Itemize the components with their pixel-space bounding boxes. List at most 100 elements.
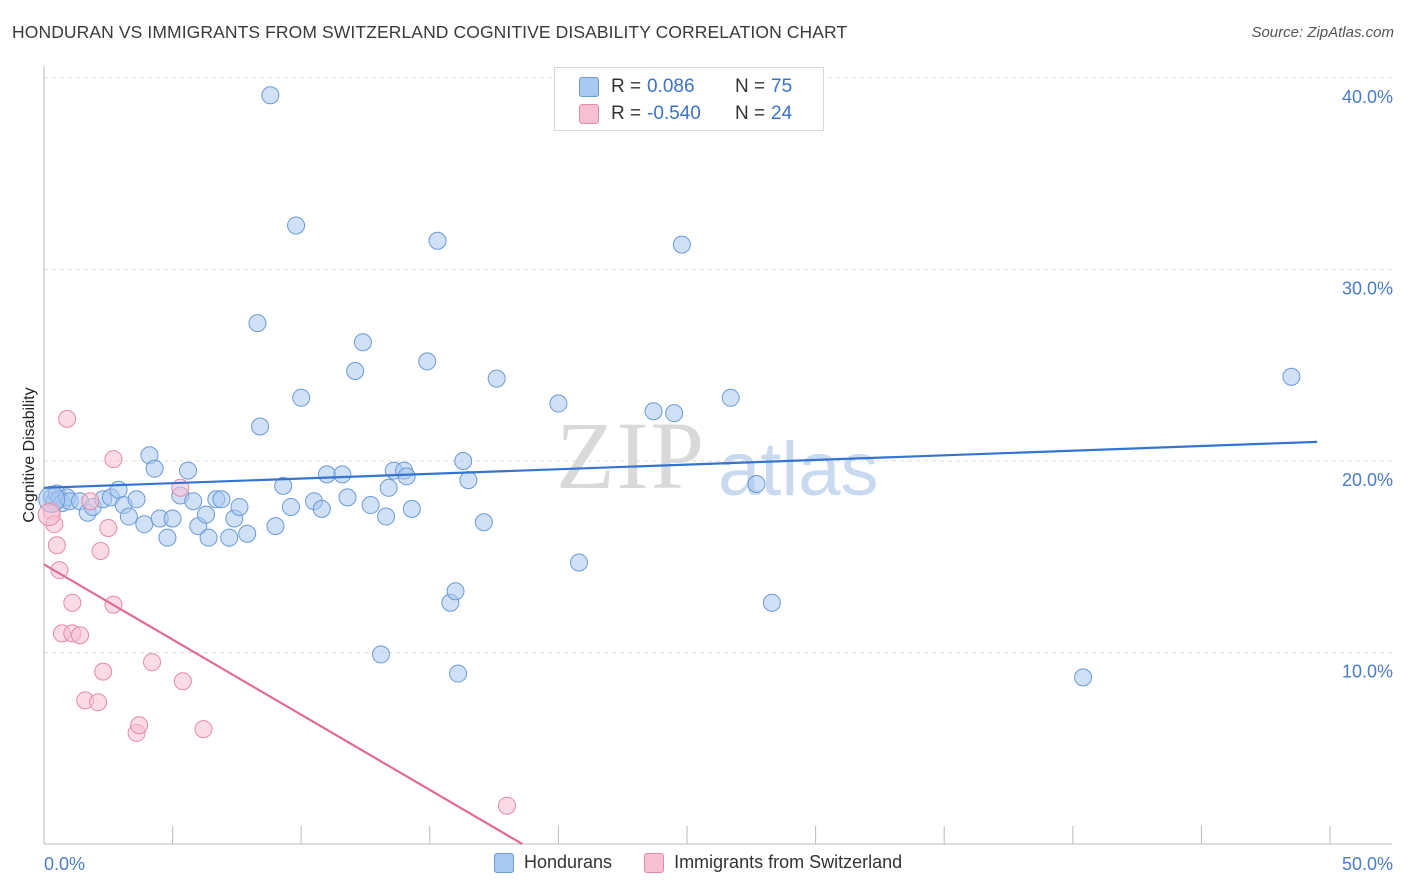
point-hondurans xyxy=(371,645,390,664)
point-hondurans xyxy=(1282,367,1301,386)
point-hondurans xyxy=(474,513,493,532)
legend-n-label: N = xyxy=(735,103,766,124)
legend-row-hondurans: R = 0.086 N = 75 xyxy=(579,74,792,100)
tick-labels: 10.0% 20.0% 30.0% 40.0% 0.0% 50.0% xyxy=(44,87,1393,874)
point-hondurans xyxy=(379,478,398,497)
point-hondurans xyxy=(346,361,365,380)
point-hondurans xyxy=(163,509,182,528)
point-switzerland xyxy=(99,519,118,538)
point-switzerland xyxy=(143,653,162,672)
point-hondurans xyxy=(418,352,437,371)
point-hondurans xyxy=(487,369,506,388)
trendline-hondurans xyxy=(43,440,1318,489)
y-tick-label: 10.0% xyxy=(1342,662,1393,682)
x-tick-label-max: 50.0% xyxy=(1342,854,1393,874)
point-switzerland xyxy=(71,626,90,645)
point-hondurans xyxy=(446,582,465,601)
axes xyxy=(43,66,1392,845)
point-switzerland xyxy=(173,672,192,691)
point-switzerland xyxy=(497,796,516,815)
watermark-atlas: atlas xyxy=(718,427,879,512)
trendline-switzerland xyxy=(43,563,523,845)
point-hondurans xyxy=(281,497,300,516)
point-hondurans xyxy=(428,231,447,250)
point-switzerland xyxy=(37,503,61,527)
legend-swatch-switzerland xyxy=(579,104,599,124)
point-switzerland xyxy=(58,409,77,428)
series-legend-hondurans[interactable]: Hondurans xyxy=(494,852,612,873)
point-hondurans xyxy=(333,465,352,484)
legend-n-value: 24 xyxy=(771,103,793,124)
y-tick-label: 20.0% xyxy=(1342,470,1393,490)
legend-r-label: R = xyxy=(611,103,642,124)
point-hondurans xyxy=(135,515,154,534)
point-hondurans xyxy=(459,471,478,490)
point-hondurans xyxy=(197,505,216,524)
source-label: Source: ZipAtlas.com xyxy=(1251,24,1394,41)
point-hondurans xyxy=(762,593,781,612)
chart-title: HONDURAN VS IMMIGRANTS FROM SWITZERLAND … xyxy=(12,22,848,42)
y-tick-label: 40.0% xyxy=(1342,87,1393,107)
point-hondurans xyxy=(220,528,239,547)
y-axis-label: Cognitive Disability xyxy=(21,387,38,522)
point-switzerland xyxy=(194,720,213,739)
point-hondurans xyxy=(230,497,249,516)
legend-r-value: 0.086 xyxy=(647,76,695,97)
point-hondurans xyxy=(145,459,164,478)
series-legend: Hondurans Immigrants from Switzerland xyxy=(494,852,934,873)
point-hondurans xyxy=(127,490,146,509)
point-switzerland xyxy=(130,716,149,735)
point-hondurans xyxy=(454,452,473,470)
point-hondurans xyxy=(361,496,380,515)
point-hondurans xyxy=(377,507,396,526)
legend-n-label: N = xyxy=(735,76,766,97)
series-swatch-switzerland xyxy=(644,852,665,873)
point-hondurans xyxy=(402,499,421,518)
point-hondurans xyxy=(721,388,740,407)
point-hondurans xyxy=(312,499,331,518)
point-hondurans xyxy=(287,216,306,235)
point-hondurans xyxy=(238,524,257,543)
point-hondurans xyxy=(644,402,663,421)
grid-lines xyxy=(44,77,1392,653)
point-hondurans xyxy=(1074,668,1093,687)
point-hondurans xyxy=(292,388,311,407)
point-hondurans xyxy=(199,528,218,547)
legend-swatch-hondurans xyxy=(579,77,599,97)
point-switzerland xyxy=(89,693,108,712)
point-hondurans xyxy=(672,235,691,254)
point-hondurans xyxy=(184,492,203,511)
point-hondurans xyxy=(449,664,468,683)
point-hondurans xyxy=(338,488,357,507)
point-hondurans xyxy=(248,314,267,333)
point-hondurans xyxy=(665,404,684,423)
point-switzerland xyxy=(94,662,113,681)
x-tick-label-min: 0.0% xyxy=(44,854,85,874)
point-switzerland xyxy=(63,593,82,612)
point-hondurans xyxy=(397,467,416,486)
point-hondurans xyxy=(747,474,766,493)
series-label-switzerland: Immigrants from Switzerland xyxy=(674,852,903,872)
series-swatch-hondurans xyxy=(494,852,514,873)
stats-legend: R = 0.086 N = 75 R = -0.540 N = 24 xyxy=(554,67,824,131)
point-hondurans xyxy=(317,465,336,484)
point-switzerland xyxy=(91,542,110,561)
point-hondurans xyxy=(549,394,568,413)
point-hondurans xyxy=(261,86,280,105)
legend-n-value: 75 xyxy=(771,76,793,97)
series-legend-switzerland[interactable]: Immigrants from Switzerland xyxy=(644,852,902,873)
point-hondurans xyxy=(274,476,293,495)
point-hondurans xyxy=(266,517,285,536)
legend-r-label: R = xyxy=(611,76,642,97)
point-switzerland xyxy=(50,561,69,580)
point-hondurans xyxy=(353,333,372,352)
point-hondurans xyxy=(119,507,138,526)
point-hondurans xyxy=(158,528,177,547)
legend-r-value: -0.540 xyxy=(647,103,701,124)
point-hondurans xyxy=(109,480,128,499)
point-hondurans xyxy=(212,490,231,509)
point-hondurans xyxy=(569,553,588,572)
legend-row-switzerland: R = -0.540 N = 24 xyxy=(579,101,792,127)
point-switzerland xyxy=(104,450,123,469)
